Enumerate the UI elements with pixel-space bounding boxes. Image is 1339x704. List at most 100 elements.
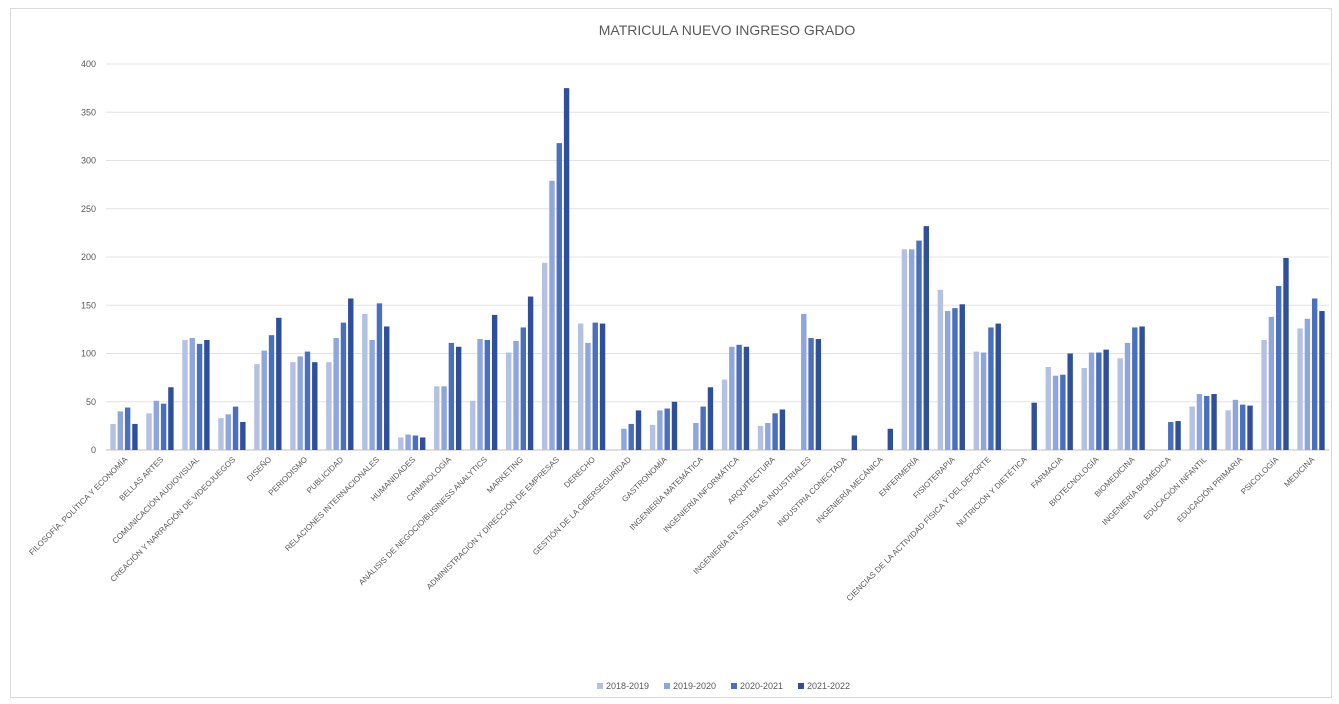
bar xyxy=(1175,421,1181,450)
bar xyxy=(1196,394,1203,450)
bar xyxy=(1067,353,1073,450)
bar xyxy=(599,323,606,450)
y-tick-label: 300 xyxy=(81,156,96,166)
bar xyxy=(1117,358,1123,450)
bar xyxy=(420,437,426,450)
bar xyxy=(146,413,152,450)
bar xyxy=(1261,339,1267,450)
bar xyxy=(398,437,404,450)
bar xyxy=(312,362,318,450)
bar xyxy=(412,435,419,450)
bar xyxy=(671,401,678,450)
bar xyxy=(225,414,231,450)
bar xyxy=(959,304,965,450)
x-tick-label: DERECHO xyxy=(562,455,597,490)
bar xyxy=(369,339,375,450)
bar xyxy=(276,317,282,450)
bar xyxy=(434,386,440,450)
x-tick-label: NUTRICIÓN Y DIETÉTICA xyxy=(955,455,1030,530)
x-tick-label: ANÁLISIS DE NEGOCIO/BUSINESS ANALYTICS xyxy=(357,455,489,587)
bar xyxy=(585,342,591,450)
bar xyxy=(1204,395,1210,450)
bar xyxy=(577,323,584,450)
bar xyxy=(117,411,124,450)
bar xyxy=(664,408,670,450)
legend-swatch xyxy=(798,683,804,689)
bar xyxy=(1139,326,1145,450)
bar xyxy=(261,350,267,450)
bar xyxy=(621,428,627,450)
y-tick-label: 250 xyxy=(81,204,96,214)
bar xyxy=(1297,328,1303,450)
bar xyxy=(549,180,555,450)
x-tick-label: MEDICINA xyxy=(1282,455,1316,489)
bar xyxy=(506,352,512,450)
bar xyxy=(995,323,1001,450)
bar xyxy=(693,422,699,450)
x-tick-label: INGENIERÍA MECÁNICA xyxy=(815,455,886,526)
bar xyxy=(700,406,706,450)
bar xyxy=(757,425,764,451)
bar xyxy=(326,362,332,450)
bar xyxy=(721,379,728,450)
y-tick-label: 50 xyxy=(86,397,96,407)
bar xyxy=(455,346,462,450)
y-axis: 0 50 100 150 200 250 300 350 400 xyxy=(81,59,96,455)
bar xyxy=(628,423,634,450)
bar xyxy=(801,313,807,450)
bar xyxy=(1132,327,1138,450)
bar xyxy=(779,409,786,450)
bar xyxy=(484,339,491,450)
y-tick-label: 200 xyxy=(81,252,96,262)
bar xyxy=(1283,257,1289,450)
x-tick-label: DISEÑO xyxy=(245,455,273,483)
bar xyxy=(153,400,160,450)
legend-swatch xyxy=(597,683,603,689)
bar xyxy=(448,342,455,450)
bar xyxy=(1319,311,1325,450)
bar xyxy=(132,423,138,450)
x-tick-label: CREACIÓN Y NARRACIÓN DE VIDEOJUEGOS xyxy=(109,455,238,584)
bar xyxy=(916,240,922,450)
legend-swatch xyxy=(664,683,670,689)
legend-label: 2020-2021 xyxy=(740,681,783,691)
legend: 2018-2019 2019-2020 2020-2021 2021-2022 xyxy=(597,681,850,691)
bar xyxy=(477,339,483,450)
bar xyxy=(1052,375,1059,450)
bar xyxy=(470,400,476,450)
bar xyxy=(384,326,390,450)
bar xyxy=(1124,342,1131,450)
bar xyxy=(973,351,980,450)
bar-chart: MATRICULA NUEVO INGRESO GRADO 0 50 100 150 2… xyxy=(27,22,1329,691)
bar xyxy=(304,351,311,450)
bar xyxy=(649,424,656,450)
x-tick-label: EDUCACIÓN INFANTIL xyxy=(1142,455,1209,522)
bar xyxy=(1247,405,1253,450)
y-tick-label: 100 xyxy=(81,349,96,359)
bar xyxy=(707,387,714,450)
bar xyxy=(541,262,548,450)
y-tick-label: 0 xyxy=(91,445,96,455)
bar xyxy=(232,406,239,450)
bar xyxy=(743,346,750,450)
bar xyxy=(254,364,260,450)
bar xyxy=(290,362,296,450)
y-tick-label: 150 xyxy=(81,300,96,310)
bar xyxy=(168,387,174,450)
bar xyxy=(1189,406,1195,450)
bar xyxy=(1168,422,1174,450)
gridlines xyxy=(106,63,1329,451)
bar xyxy=(333,338,339,450)
bar xyxy=(297,356,303,450)
bar xyxy=(988,327,994,450)
bar xyxy=(362,313,368,450)
bar xyxy=(405,434,411,450)
bar xyxy=(340,322,347,450)
bar xyxy=(513,340,519,450)
legend-swatch xyxy=(731,683,737,689)
bar xyxy=(952,308,958,450)
legend-label: 2018-2019 xyxy=(606,681,649,691)
bar xyxy=(376,303,383,450)
bar xyxy=(1240,404,1246,450)
